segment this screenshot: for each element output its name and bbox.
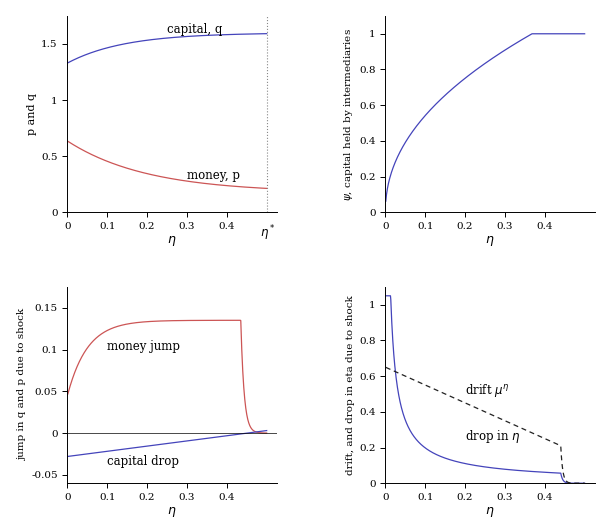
- X-axis label: $\eta$: $\eta$: [485, 234, 495, 248]
- Text: drift $\mu^\eta$: drift $\mu^\eta$: [465, 382, 510, 399]
- X-axis label: $\eta$: $\eta$: [167, 504, 177, 519]
- X-axis label: $\eta$: $\eta$: [485, 504, 495, 519]
- Text: $\eta^*$: $\eta^*$: [260, 223, 275, 243]
- Text: drop in $\eta$: drop in $\eta$: [465, 429, 520, 446]
- Text: money, p: money, p: [187, 169, 240, 182]
- Text: money jump: money jump: [107, 339, 180, 353]
- Y-axis label: drift, and drop in eta due to shock: drift, and drop in eta due to shock: [346, 295, 355, 475]
- Text: capital, q: capital, q: [167, 23, 223, 36]
- Y-axis label: p and q: p and q: [27, 93, 37, 135]
- X-axis label: $\eta$: $\eta$: [167, 234, 177, 248]
- Text: capital drop: capital drop: [107, 455, 179, 468]
- Y-axis label: jump in q and p due to shock: jump in q and p due to shock: [18, 309, 27, 461]
- Y-axis label: $\psi$, capital held by intermediaries: $\psi$, capital held by intermediaries: [342, 28, 355, 201]
